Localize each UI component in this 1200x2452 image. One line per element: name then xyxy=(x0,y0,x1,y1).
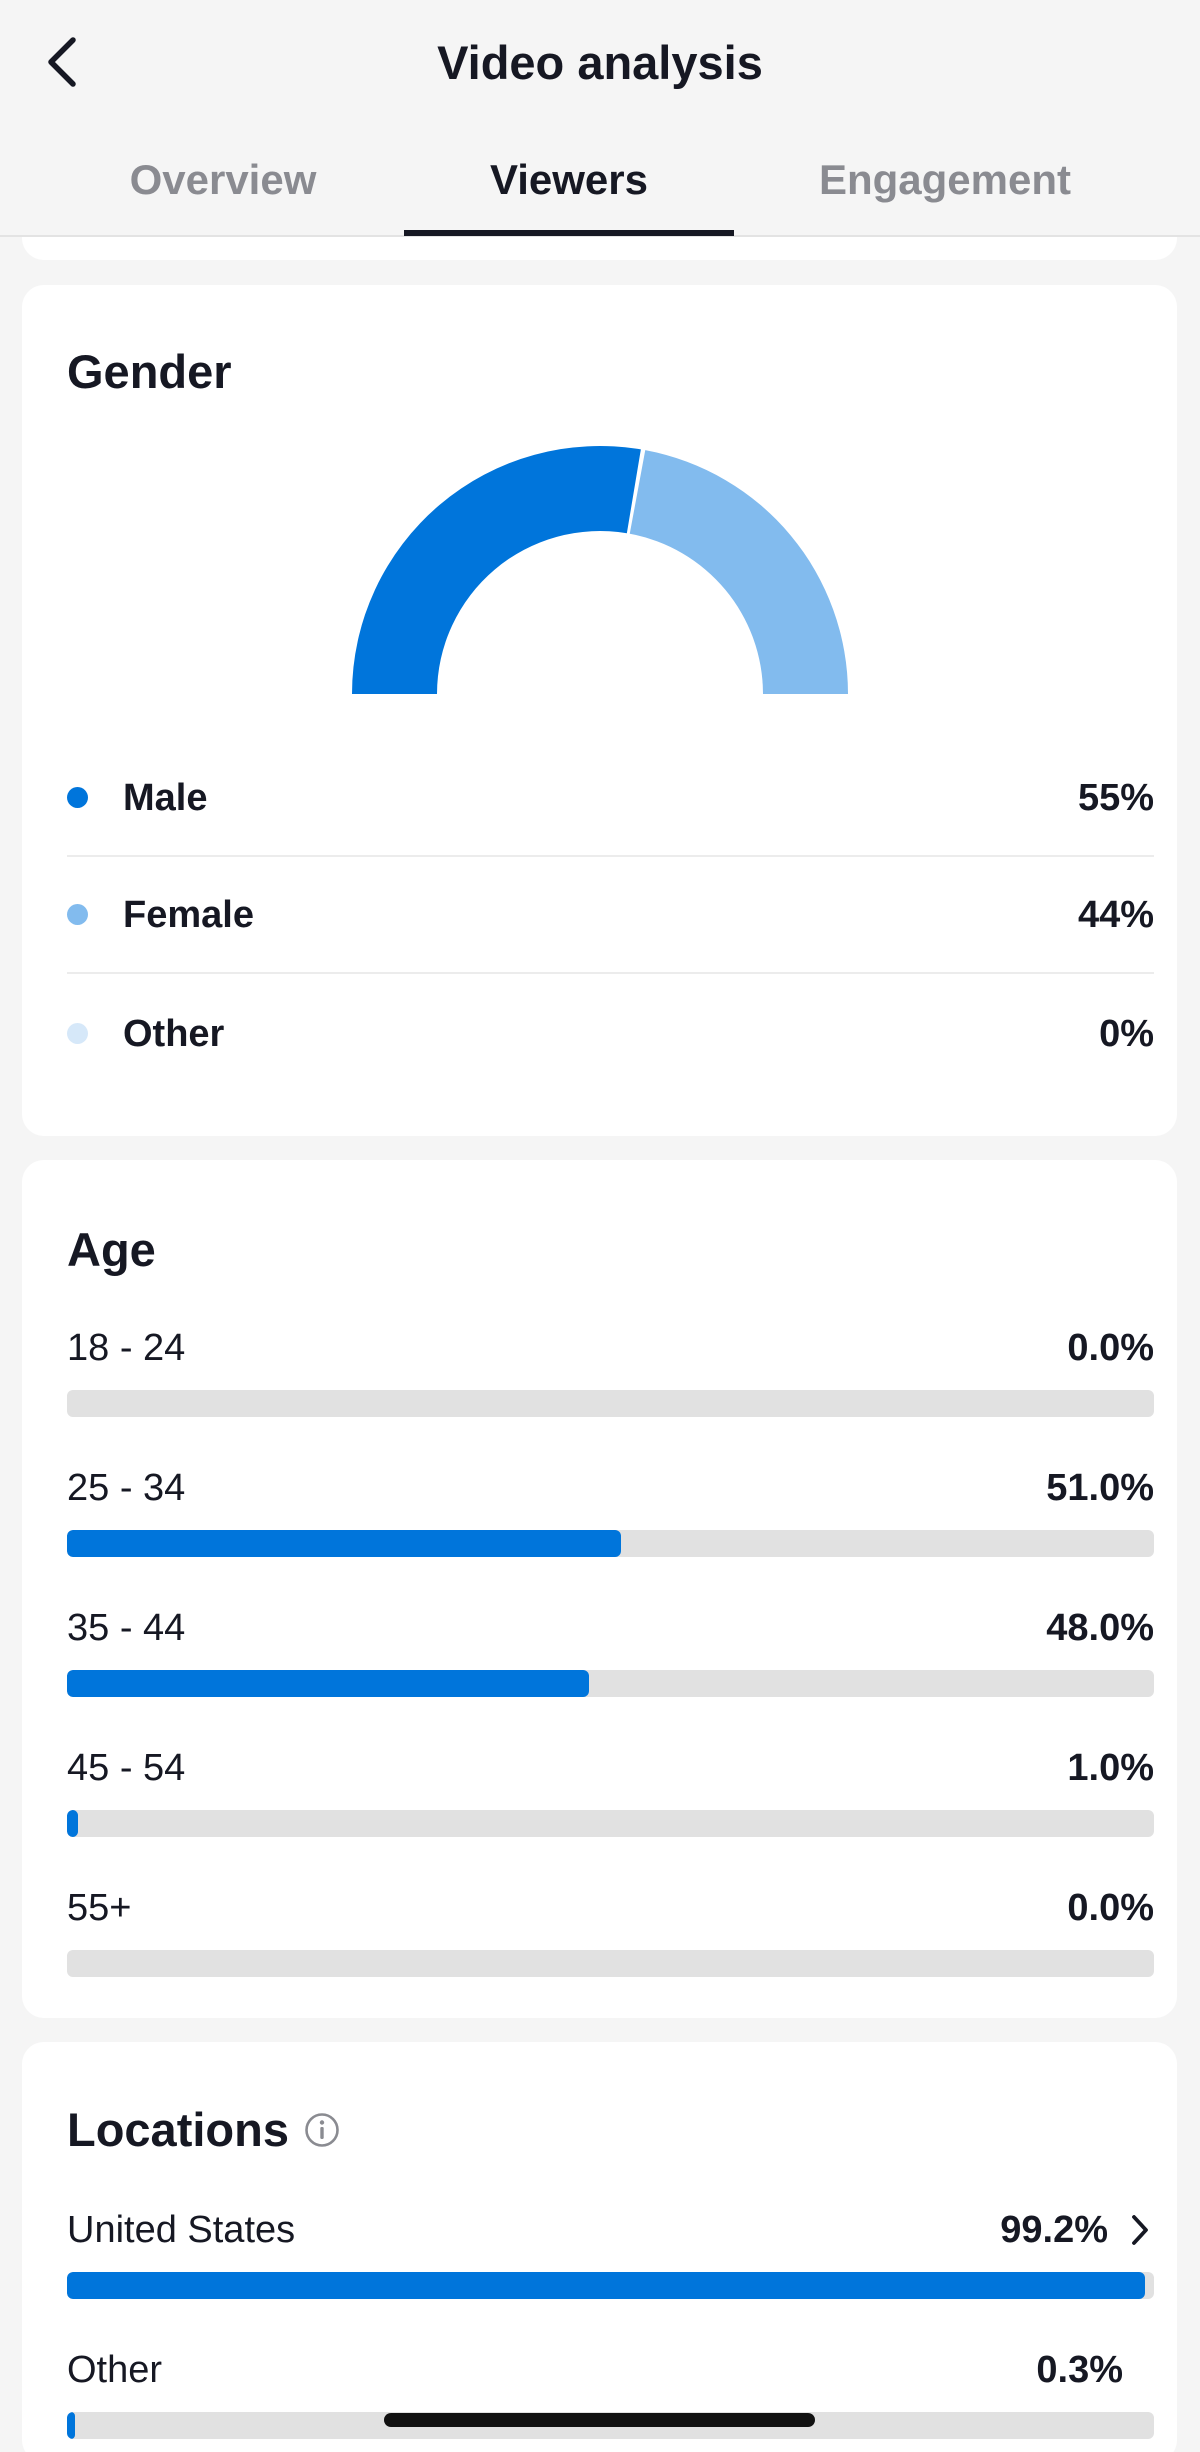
age-label: 55+ xyxy=(67,1887,132,1929)
chevron-left-icon xyxy=(48,37,76,87)
location-bar-fill xyxy=(67,2412,75,2439)
age-row: 18 - 24 0.0% xyxy=(67,1324,1154,1424)
age-bar-fill xyxy=(67,1670,589,1697)
age-title: Age xyxy=(67,1223,156,1276)
page-title: Video analysis xyxy=(437,36,763,89)
age-row: 35 - 44 48.0% xyxy=(67,1604,1154,1704)
location-row-other: Other 0.3% xyxy=(67,2346,1154,2446)
location-label: Other xyxy=(67,2349,163,2391)
tab-bar: Overview Viewers Engagement xyxy=(0,145,1200,237)
locations-title: Locations xyxy=(67,2103,289,2156)
home-indicator xyxy=(384,2413,815,2427)
gender-donut-chart xyxy=(352,446,848,694)
age-bar-track xyxy=(67,1810,1154,1837)
donut-slice-female xyxy=(629,450,848,694)
age-value: 1.0% xyxy=(1067,1747,1154,1789)
age-label: 18 - 24 xyxy=(67,1327,186,1369)
donut-slice-male xyxy=(352,446,641,694)
age-bar-track xyxy=(67,1530,1154,1557)
other-dot xyxy=(67,1022,88,1044)
age-label: 35 - 44 xyxy=(67,1607,186,1649)
age-bar-fill xyxy=(67,1810,78,1837)
age-bar-fill xyxy=(67,1530,622,1557)
age-bar-track xyxy=(67,1670,1154,1697)
legend-row-other: Other 0% xyxy=(67,975,1154,1092)
age-value: 51.0% xyxy=(1046,1467,1154,1509)
age-bar-track xyxy=(67,1950,1154,1977)
locations-card: Locations United States 99.2% Other 0.3% xyxy=(22,2042,1177,2452)
age-row: 55+ 0.0% xyxy=(67,1884,1154,1984)
location-bar-fill xyxy=(67,2272,1146,2299)
legend-label: Female xyxy=(123,893,254,936)
age-value: 0.0% xyxy=(1067,1887,1154,1929)
age-label: 25 - 34 xyxy=(67,1467,186,1509)
legend-value: 44% xyxy=(1077,893,1154,936)
info-icon[interactable] xyxy=(303,2111,341,2149)
gender-card: Gender Male 55% Female 44% Other 0% xyxy=(22,285,1177,1136)
tab-overview[interactable]: Overview xyxy=(129,156,317,203)
age-row: 25 - 34 51.0% xyxy=(67,1464,1154,1564)
legend-value: 0% xyxy=(1099,1012,1154,1055)
legend-value: 55% xyxy=(1077,776,1154,819)
location-value: 0.3% xyxy=(1036,2349,1123,2391)
age-value: 0.0% xyxy=(1067,1327,1154,1369)
tab-viewers[interactable]: Viewers xyxy=(489,156,648,203)
legend-row-male: Male 55% xyxy=(67,740,1154,857)
location-label: United States xyxy=(67,2209,296,2251)
male-dot xyxy=(67,786,88,808)
legend-label: Male xyxy=(123,776,208,819)
locations-header: Locations xyxy=(67,2100,341,2160)
back-button[interactable] xyxy=(32,28,92,96)
chevron-right-icon[interactable] xyxy=(1129,2213,1151,2247)
legend-row-female: Female 44% xyxy=(67,857,1154,974)
age-value: 48.0% xyxy=(1046,1607,1154,1649)
tab-engagement[interactable]: Engagement xyxy=(818,156,1072,203)
age-card: Age 18 - 24 0.0% 25 - 34 51.0% 35 - 44 4… xyxy=(22,1160,1177,2018)
female-dot xyxy=(67,903,88,925)
age-row: 45 - 54 1.0% xyxy=(67,1744,1154,1844)
location-row-united-states[interactable]: United States 99.2% xyxy=(67,2206,1154,2306)
legend-label: Other xyxy=(123,1012,225,1055)
location-bar-track xyxy=(67,2272,1154,2299)
age-label: 45 - 54 xyxy=(67,1747,186,1789)
age-bar-track xyxy=(67,1390,1154,1417)
tab-active-indicator xyxy=(404,230,734,236)
header: Video analysis Overview Viewers Engageme… xyxy=(0,0,1200,237)
location-value: 99.2% xyxy=(1000,2209,1108,2251)
gender-title: Gender xyxy=(67,345,232,398)
